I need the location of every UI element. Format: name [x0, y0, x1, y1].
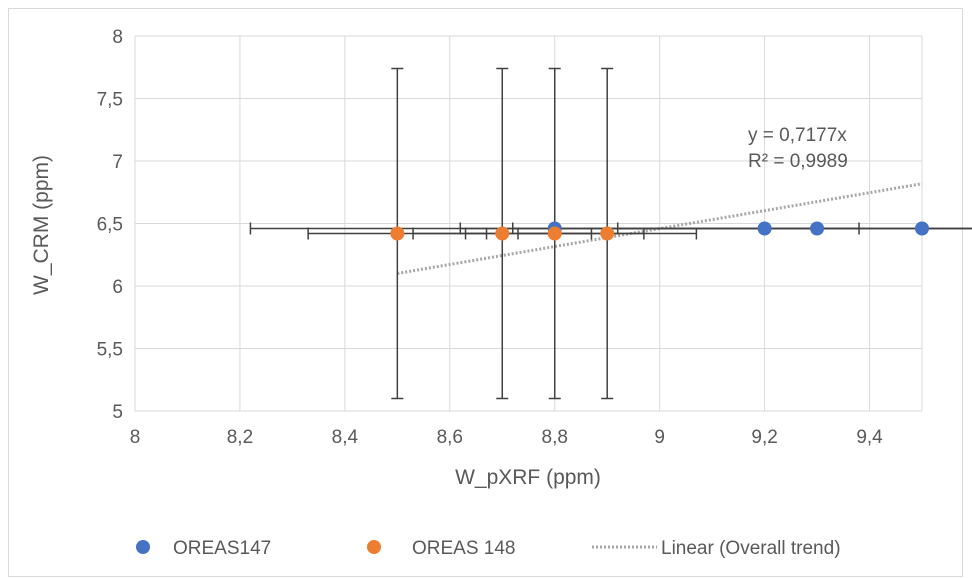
y-tick-label: 7	[112, 152, 123, 173]
x-tick-label: 9,2	[751, 427, 777, 448]
legend-label-oreas147: OREAS147	[173, 538, 271, 559]
legend-marker-oreas147	[136, 540, 150, 554]
legend-label-trendline: Linear (Overall trend)	[661, 538, 841, 559]
point-oreas148	[495, 226, 510, 241]
x-tick-label: 8,2	[227, 427, 253, 448]
x-tick-label: 8,6	[437, 427, 463, 448]
trendline-r2: R² = 0,9989	[748, 151, 848, 172]
point-oreas147	[915, 221, 929, 236]
trendline-equation: y = 0,7177x	[748, 125, 847, 146]
y-axis-title: W_CRM (ppm)	[30, 155, 53, 295]
y-tick-label: 5,5	[97, 340, 123, 361]
point-oreas148	[390, 226, 405, 241]
y-tick-label: 6,5	[97, 215, 123, 236]
y-tick-label: 8	[112, 27, 123, 48]
trendline	[397, 182, 923, 275]
y-tick-label: 5	[112, 402, 123, 423]
x-axis-ticks: 8 8,2 8,4 8,6 8,8 9 9,2 9,4	[130, 427, 883, 448]
gridlines	[134, 35, 923, 412]
legend-marker-oreas148	[367, 540, 381, 554]
x-axis-title: W_pXRF (ppm)	[455, 466, 601, 489]
x-tick-label: 9,4	[856, 427, 883, 448]
x-tick-label: 8,4	[332, 427, 359, 448]
trendline-group	[397, 182, 923, 275]
point-oreas148	[547, 226, 562, 241]
x-tick-label: 8	[130, 427, 141, 448]
legend-label-oreas148: OREAS 148	[412, 538, 516, 559]
point-oreas147	[757, 221, 772, 236]
point-oreas147	[810, 221, 825, 236]
y-axis-ticks: 5 5,5 6 6,5 7 7,5 8	[97, 27, 123, 423]
x-tick-label: 9	[654, 427, 665, 448]
y-tick-label: 7,5	[97, 90, 123, 111]
point-oreas148	[600, 226, 615, 241]
legend: OREAS147 OREAS 148 Linear (Overall trend…	[136, 538, 841, 559]
x-tick-label: 8,8	[542, 427, 568, 448]
data-points	[390, 221, 929, 241]
chart-area	[8, 8, 963, 577]
y-tick-label: 6	[112, 277, 123, 298]
